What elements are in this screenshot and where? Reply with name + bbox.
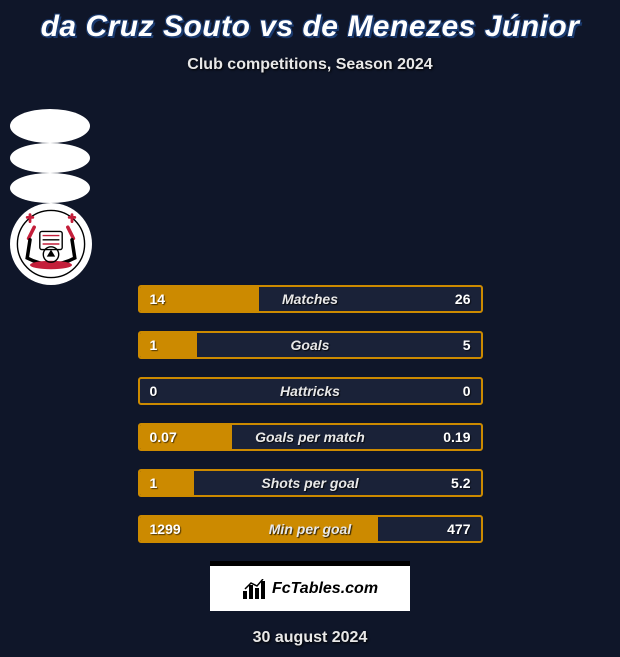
club-badge-right-1 [10, 173, 90, 203]
stat-value-right: 5.2 [451, 475, 470, 491]
stat-value-right: 26 [455, 291, 471, 307]
stat-value-left: 14 [150, 291, 166, 307]
bar-fill-left [140, 471, 195, 495]
watermark: FcTables.com [210, 561, 410, 611]
stat-value-right: 0.19 [443, 429, 470, 445]
stat-label: Goals per match [255, 429, 365, 445]
stat-value-left: 0.07 [150, 429, 177, 445]
comparison-card: da Cruz Souto vs de Menezes Júnior Club … [0, 0, 620, 657]
stat-row: 1 5.2 Shots per goal [138, 469, 483, 497]
corinthians-logo-icon [16, 209, 86, 279]
bars-icon [242, 579, 266, 599]
stat-label: Shots per goal [261, 475, 358, 491]
stat-row: 1 5 Goals [138, 331, 483, 359]
page-title: da Cruz Souto vs de Menezes Júnior [0, 10, 620, 44]
stat-value-right: 0 [463, 383, 471, 399]
stat-value-left: 1 [150, 337, 158, 353]
club-badge-right-2 [10, 203, 92, 285]
stat-label: Min per goal [269, 521, 351, 537]
stat-label: Matches [282, 291, 338, 307]
stat-row: 0 0 Hattricks [138, 377, 483, 405]
stat-label: Hattricks [280, 383, 340, 399]
stat-row: 1299 477 Min per goal [138, 515, 483, 543]
stat-value-left: 0 [150, 383, 158, 399]
stat-label: Goals [291, 337, 330, 353]
stat-row: 0.07 0.19 Goals per match [138, 423, 483, 451]
stat-bars: 14 26 Matches 1 5 Goals 0 0 Hattricks 0.07 0.19 Goa… [138, 285, 483, 543]
stats-area: 14 26 Matches 1 5 Goals 0 0 Hattricks 0.07 0.19 Goa… [0, 109, 620, 543]
stat-value-right: 477 [447, 521, 470, 537]
stat-value-left: 1 [150, 475, 158, 491]
subtitle: Club competitions, Season 2024 [0, 56, 620, 74]
club-badge-left-2 [10, 143, 90, 173]
club-badge-left-1 [10, 109, 90, 143]
watermark-text: FcTables.com [272, 580, 378, 598]
stat-value-left: 1299 [150, 521, 181, 537]
bar-fill-left [140, 333, 198, 357]
date: 30 august 2024 [0, 629, 620, 647]
stat-row: 14 26 Matches [138, 285, 483, 313]
stat-value-right: 5 [463, 337, 471, 353]
